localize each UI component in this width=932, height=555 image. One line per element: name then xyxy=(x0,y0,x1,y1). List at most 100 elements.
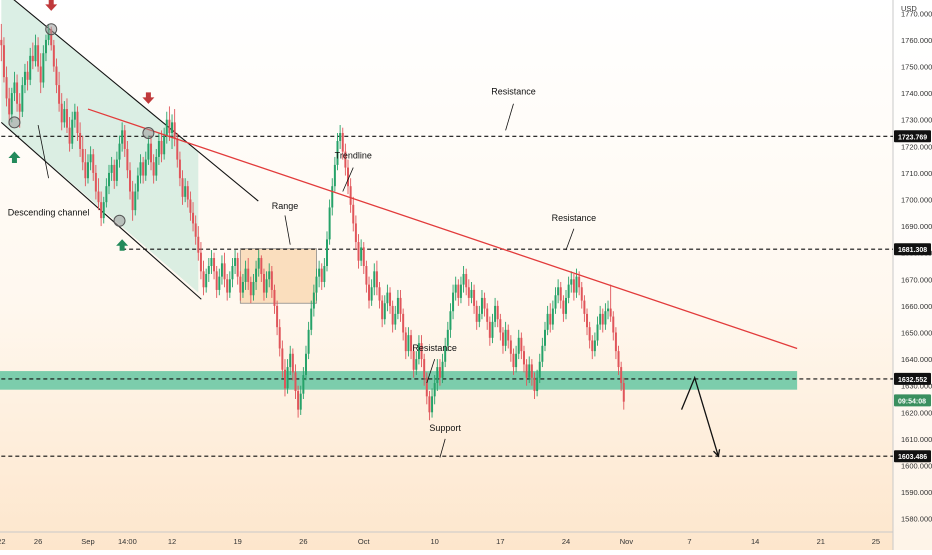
candle-body xyxy=(433,383,436,397)
x-tick-label: 24 xyxy=(562,537,570,546)
candle-body xyxy=(320,268,323,282)
candle-body xyxy=(16,82,19,104)
candle-body xyxy=(386,292,389,304)
trendline xyxy=(87,108,798,350)
candle-body xyxy=(509,340,512,354)
candle-body xyxy=(365,266,368,285)
candle-body xyxy=(494,305,497,322)
candle-body xyxy=(559,287,562,301)
candle-body xyxy=(522,351,525,365)
y-tick-label: 1630.000 xyxy=(901,382,932,391)
candle-body xyxy=(312,292,315,309)
candle-body xyxy=(328,207,331,240)
candle-body xyxy=(491,321,494,338)
candle-body xyxy=(381,300,384,320)
candle-body xyxy=(131,191,134,211)
candle-body xyxy=(186,186,189,200)
candle-body xyxy=(557,287,560,296)
candle-body xyxy=(194,223,197,237)
candle-body xyxy=(601,313,604,325)
y-tick-label: 1590.000 xyxy=(901,488,932,497)
candle-body xyxy=(297,391,300,410)
candle-body xyxy=(407,335,410,352)
price-tag-label: 09:54:08 xyxy=(898,398,926,405)
annotation-pointer xyxy=(565,228,575,251)
candle-body xyxy=(344,151,347,168)
annotation-label: Resistance xyxy=(412,343,457,353)
candle-body xyxy=(65,109,68,128)
projection-arrowhead xyxy=(713,449,721,458)
y-tick-label: 1740.000 xyxy=(901,89,932,98)
candle-body xyxy=(123,130,126,149)
candle-body xyxy=(31,55,34,62)
candle-body xyxy=(278,327,281,349)
candle-body xyxy=(341,133,344,152)
candle-body xyxy=(286,367,289,389)
candle-body xyxy=(449,311,452,330)
candle-body xyxy=(394,313,397,325)
candle-body xyxy=(247,268,250,282)
candle-body xyxy=(486,308,489,322)
candle-body xyxy=(97,191,100,203)
candle-body xyxy=(307,329,310,354)
candle-body xyxy=(412,351,415,370)
resistance-zone xyxy=(0,371,798,390)
y-tick-label: 1700.000 xyxy=(901,196,932,205)
price-tag xyxy=(894,372,931,385)
candle-body xyxy=(310,308,313,330)
candle-body xyxy=(118,143,121,160)
candle-body xyxy=(79,133,82,149)
candle-body xyxy=(604,311,607,325)
candle-body xyxy=(536,377,539,392)
x-tick-label: Sep xyxy=(81,537,94,546)
candle-body xyxy=(352,204,355,224)
candle-body xyxy=(218,276,221,290)
candle-body xyxy=(609,308,612,317)
candle-body xyxy=(239,276,242,293)
x-tick-label: 14:00 xyxy=(118,537,137,546)
candle-body xyxy=(457,284,460,298)
candle-body xyxy=(171,122,174,133)
candle-body xyxy=(144,159,147,176)
channel-upper-line xyxy=(13,0,259,202)
candle-body xyxy=(268,271,271,280)
candle-body xyxy=(223,263,226,280)
candle-body xyxy=(147,143,150,160)
candle-body xyxy=(620,367,623,384)
candle-body xyxy=(452,292,455,312)
candle-body xyxy=(347,167,350,187)
candle-body xyxy=(473,289,476,306)
candle-body xyxy=(546,313,549,330)
price-tag-label: 1632.552 xyxy=(898,377,927,384)
candle-body xyxy=(617,351,620,368)
candle-body xyxy=(459,284,462,298)
x-tick-label: 12 xyxy=(168,537,176,546)
candle-body xyxy=(281,348,284,370)
y-tick-label: 1720.000 xyxy=(901,142,932,151)
touch-point-circle xyxy=(45,23,58,36)
candle-body xyxy=(349,186,352,205)
x-tick-label: 25 xyxy=(872,537,880,546)
x-tick-label: 22 xyxy=(0,537,5,546)
candle-body xyxy=(515,353,518,368)
y-tick-label: 1760.000 xyxy=(901,36,932,45)
candle-body xyxy=(323,266,326,282)
candle-body xyxy=(444,345,447,362)
currency-label: USD xyxy=(901,4,917,13)
projection-path xyxy=(680,375,719,457)
candle-body xyxy=(215,271,218,290)
candle-body xyxy=(197,236,200,253)
candle-body xyxy=(396,297,399,314)
annotation-label: Trendline xyxy=(335,150,372,160)
candle-body xyxy=(423,359,426,378)
candle-body xyxy=(228,279,231,293)
candle-body xyxy=(528,364,531,378)
candle-body xyxy=(189,199,192,213)
candle-body xyxy=(622,383,625,402)
candle-body xyxy=(420,343,423,360)
annotation-pointer xyxy=(342,167,354,192)
candle-body xyxy=(155,156,158,176)
touch-point-circle xyxy=(142,127,155,139)
price-tag-label: 1723.769 xyxy=(898,134,927,141)
candle-body xyxy=(126,148,129,171)
